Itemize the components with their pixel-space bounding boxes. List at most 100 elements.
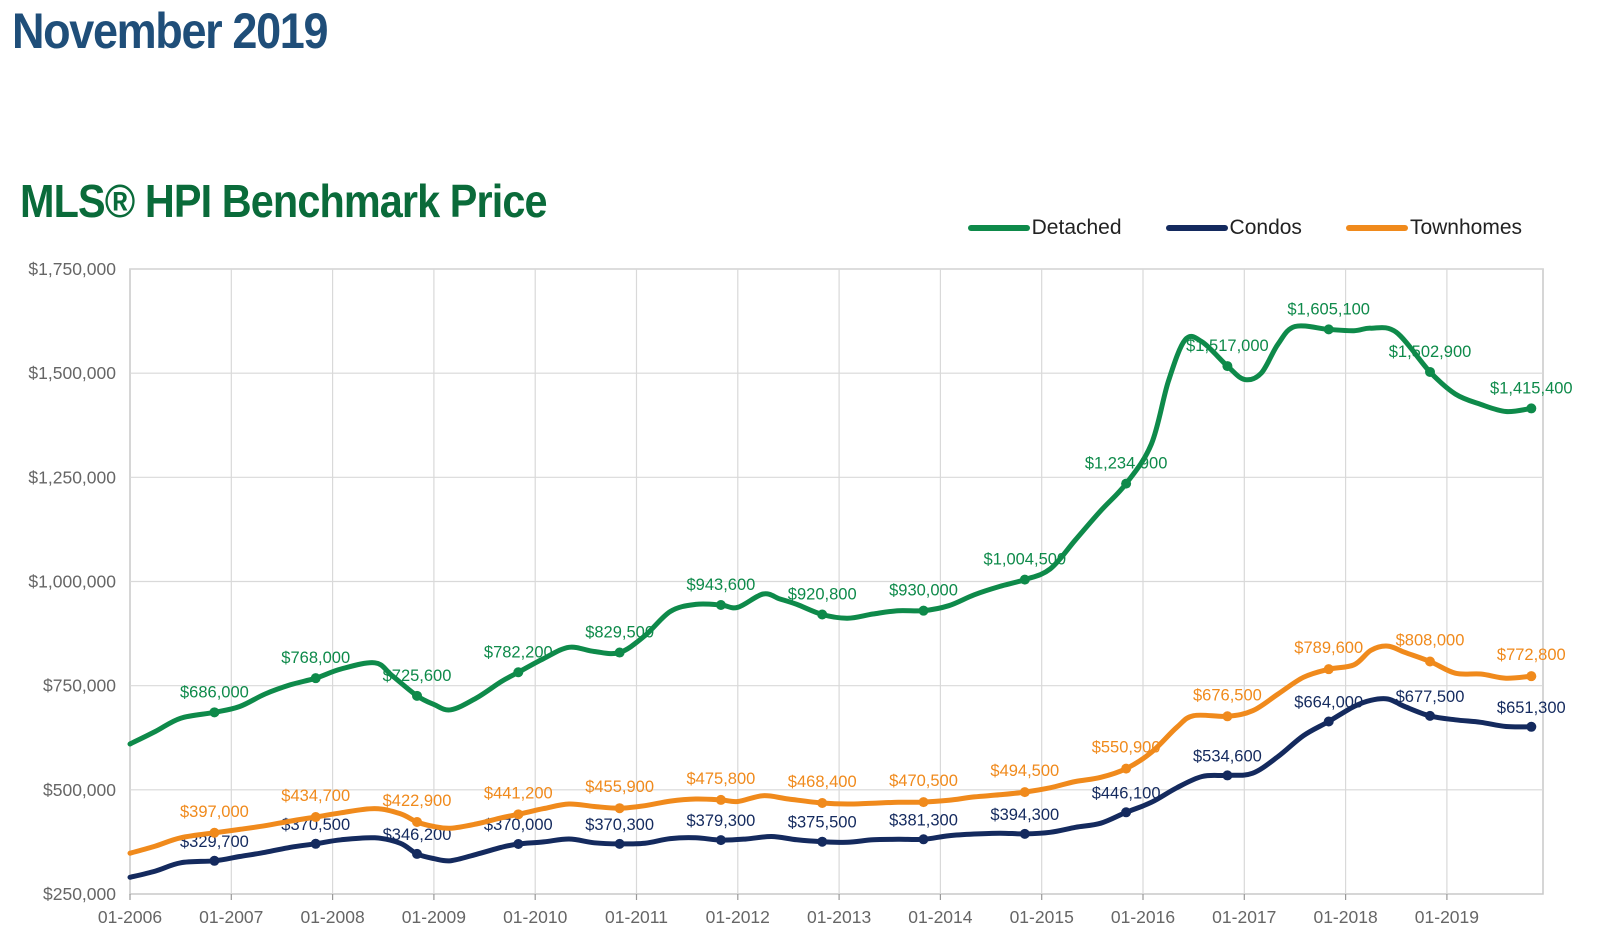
data-point-townhomes <box>715 794 726 805</box>
x-tick-label: 01-2014 <box>908 907 972 927</box>
page-title: November 2019 <box>12 3 328 59</box>
data-label-townhomes: $434,700 <box>281 787 350 805</box>
series-line-detached <box>127 323 1534 747</box>
data-point-condos <box>817 836 828 847</box>
legend-swatch-condos <box>1165 225 1228 231</box>
data-point-townhomes <box>1019 787 1030 798</box>
data-label-detached: $1,004,500 <box>984 551 1067 569</box>
data-point-townhomes <box>412 816 423 827</box>
data-label-detached: $1,517,000 <box>1186 337 1269 355</box>
data-point-condos <box>310 838 321 849</box>
data-label-condos: $534,600 <box>1193 747 1262 765</box>
data-label-condos: $375,500 <box>788 814 857 832</box>
data-point-detached <box>817 609 828 620</box>
y-tick-label: $250,000 <box>43 884 116 904</box>
data-label-detached: $1,502,900 <box>1389 343 1472 361</box>
data-label-detached: $943,600 <box>687 576 756 594</box>
data-label-condos: $370,000 <box>484 816 553 834</box>
x-tick-label: 01-2009 <box>402 907 466 927</box>
x-tick-label: 01-2018 <box>1313 907 1377 927</box>
data-label-condos: $651,300 <box>1497 699 1566 717</box>
data-label-townhomes: $676,500 <box>1193 686 1262 704</box>
legend-label-detached: Detached <box>1031 216 1122 239</box>
legend-swatch-townhomes <box>1345 225 1408 231</box>
x-tick-label: 01-2007 <box>199 907 263 927</box>
data-point-detached <box>1222 361 1233 372</box>
data-label-townhomes: $422,900 <box>383 792 452 810</box>
data-point-condos <box>1425 710 1436 721</box>
data-point-townhomes <box>1323 664 1334 675</box>
y-tick-label: $1,750,000 <box>28 259 116 279</box>
data-label-condos: $394,300 <box>990 806 1059 824</box>
data-point-detached <box>513 667 524 678</box>
data-point-townhomes <box>513 809 524 820</box>
x-tick-label: 01-2015 <box>1010 907 1074 927</box>
data-point-townhomes <box>1526 671 1537 682</box>
data-label-townhomes: $772,800 <box>1497 646 1566 664</box>
data-point-townhomes <box>310 812 321 823</box>
data-point-detached <box>1019 574 1030 585</box>
y-tick-label: $500,000 <box>43 780 116 800</box>
data-point-townhomes <box>1222 711 1233 722</box>
data-label-detached: $829,500 <box>585 624 654 642</box>
x-tick-label: 01-2008 <box>300 907 364 927</box>
x-tick-label: 01-2017 <box>1212 907 1276 927</box>
data-label-condos: $446,100 <box>1092 784 1161 802</box>
data-point-townhomes <box>918 797 929 808</box>
y-tick-label: $750,000 <box>43 676 116 696</box>
data-point-condos <box>614 838 625 849</box>
data-point-detached <box>715 600 726 610</box>
chart-title: MLS® HPI Benchmark Price <box>20 175 547 227</box>
data-point-townhomes <box>817 798 828 808</box>
data-label-detached: $1,415,400 <box>1490 379 1573 397</box>
chart-legend: Detached Condos Townhomes <box>967 216 1522 240</box>
y-tick-label: $1,250,000 <box>28 467 116 487</box>
data-label-detached: $920,800 <box>788 586 857 604</box>
data-label-townhomes: $475,800 <box>687 770 756 788</box>
legend-item-townhomes: Townhomes <box>1345 216 1522 240</box>
data-point-condos <box>1019 828 1030 839</box>
data-point-condos <box>1121 807 1132 818</box>
x-tick-label: 01-2016 <box>1111 907 1175 927</box>
data-point-detached <box>1526 403 1537 414</box>
data-label-condos: $370,300 <box>585 816 654 834</box>
data-label-detached: $1,234,900 <box>1085 455 1168 473</box>
data-point-condos <box>513 839 524 849</box>
data-label-detached: $686,000 <box>180 683 249 701</box>
series-line-condos <box>127 696 1534 880</box>
data-label-townhomes: $441,200 <box>484 784 553 802</box>
legend-label-condos: Condos <box>1229 216 1302 239</box>
data-label-townhomes: $455,900 <box>585 778 654 796</box>
data-label-condos: $381,300 <box>889 811 958 829</box>
data-point-condos <box>1222 770 1233 781</box>
data-label-condos: $346,200 <box>383 826 452 844</box>
data-point-detached <box>209 707 220 718</box>
data-label-townhomes: $550,900 <box>1092 739 1161 757</box>
data-label-condos: $677,500 <box>1396 688 1465 706</box>
data-point-detached <box>412 690 423 701</box>
data-point-detached <box>1121 478 1132 489</box>
data-label-detached: $725,600 <box>383 667 452 685</box>
data-point-condos <box>209 855 220 866</box>
data-point-townhomes <box>209 827 220 838</box>
legend-item-detached: Detached <box>967 216 1122 240</box>
data-label-detached: $768,000 <box>281 649 350 667</box>
data-point-detached <box>614 647 625 658</box>
data-point-condos <box>412 848 423 859</box>
data-label-detached: $782,200 <box>484 643 553 661</box>
y-tick-label: $1,500,000 <box>28 363 116 383</box>
x-tick-label: 01-2012 <box>706 907 770 927</box>
y-tick-label: $1,000,000 <box>28 572 116 592</box>
data-point-townhomes <box>1121 763 1132 774</box>
data-label-townhomes: $470,500 <box>889 772 958 790</box>
data-point-detached <box>310 673 321 684</box>
data-point-detached <box>918 605 929 616</box>
legend-swatch-detached <box>967 225 1030 231</box>
data-point-detached <box>1425 366 1436 377</box>
data-label-condos: $379,300 <box>687 812 756 830</box>
data-label-detached: $1,605,100 <box>1287 300 1370 318</box>
data-point-townhomes <box>1425 656 1436 667</box>
data-point-condos <box>1323 716 1334 727</box>
x-tick-label: 01-2006 <box>98 907 162 927</box>
